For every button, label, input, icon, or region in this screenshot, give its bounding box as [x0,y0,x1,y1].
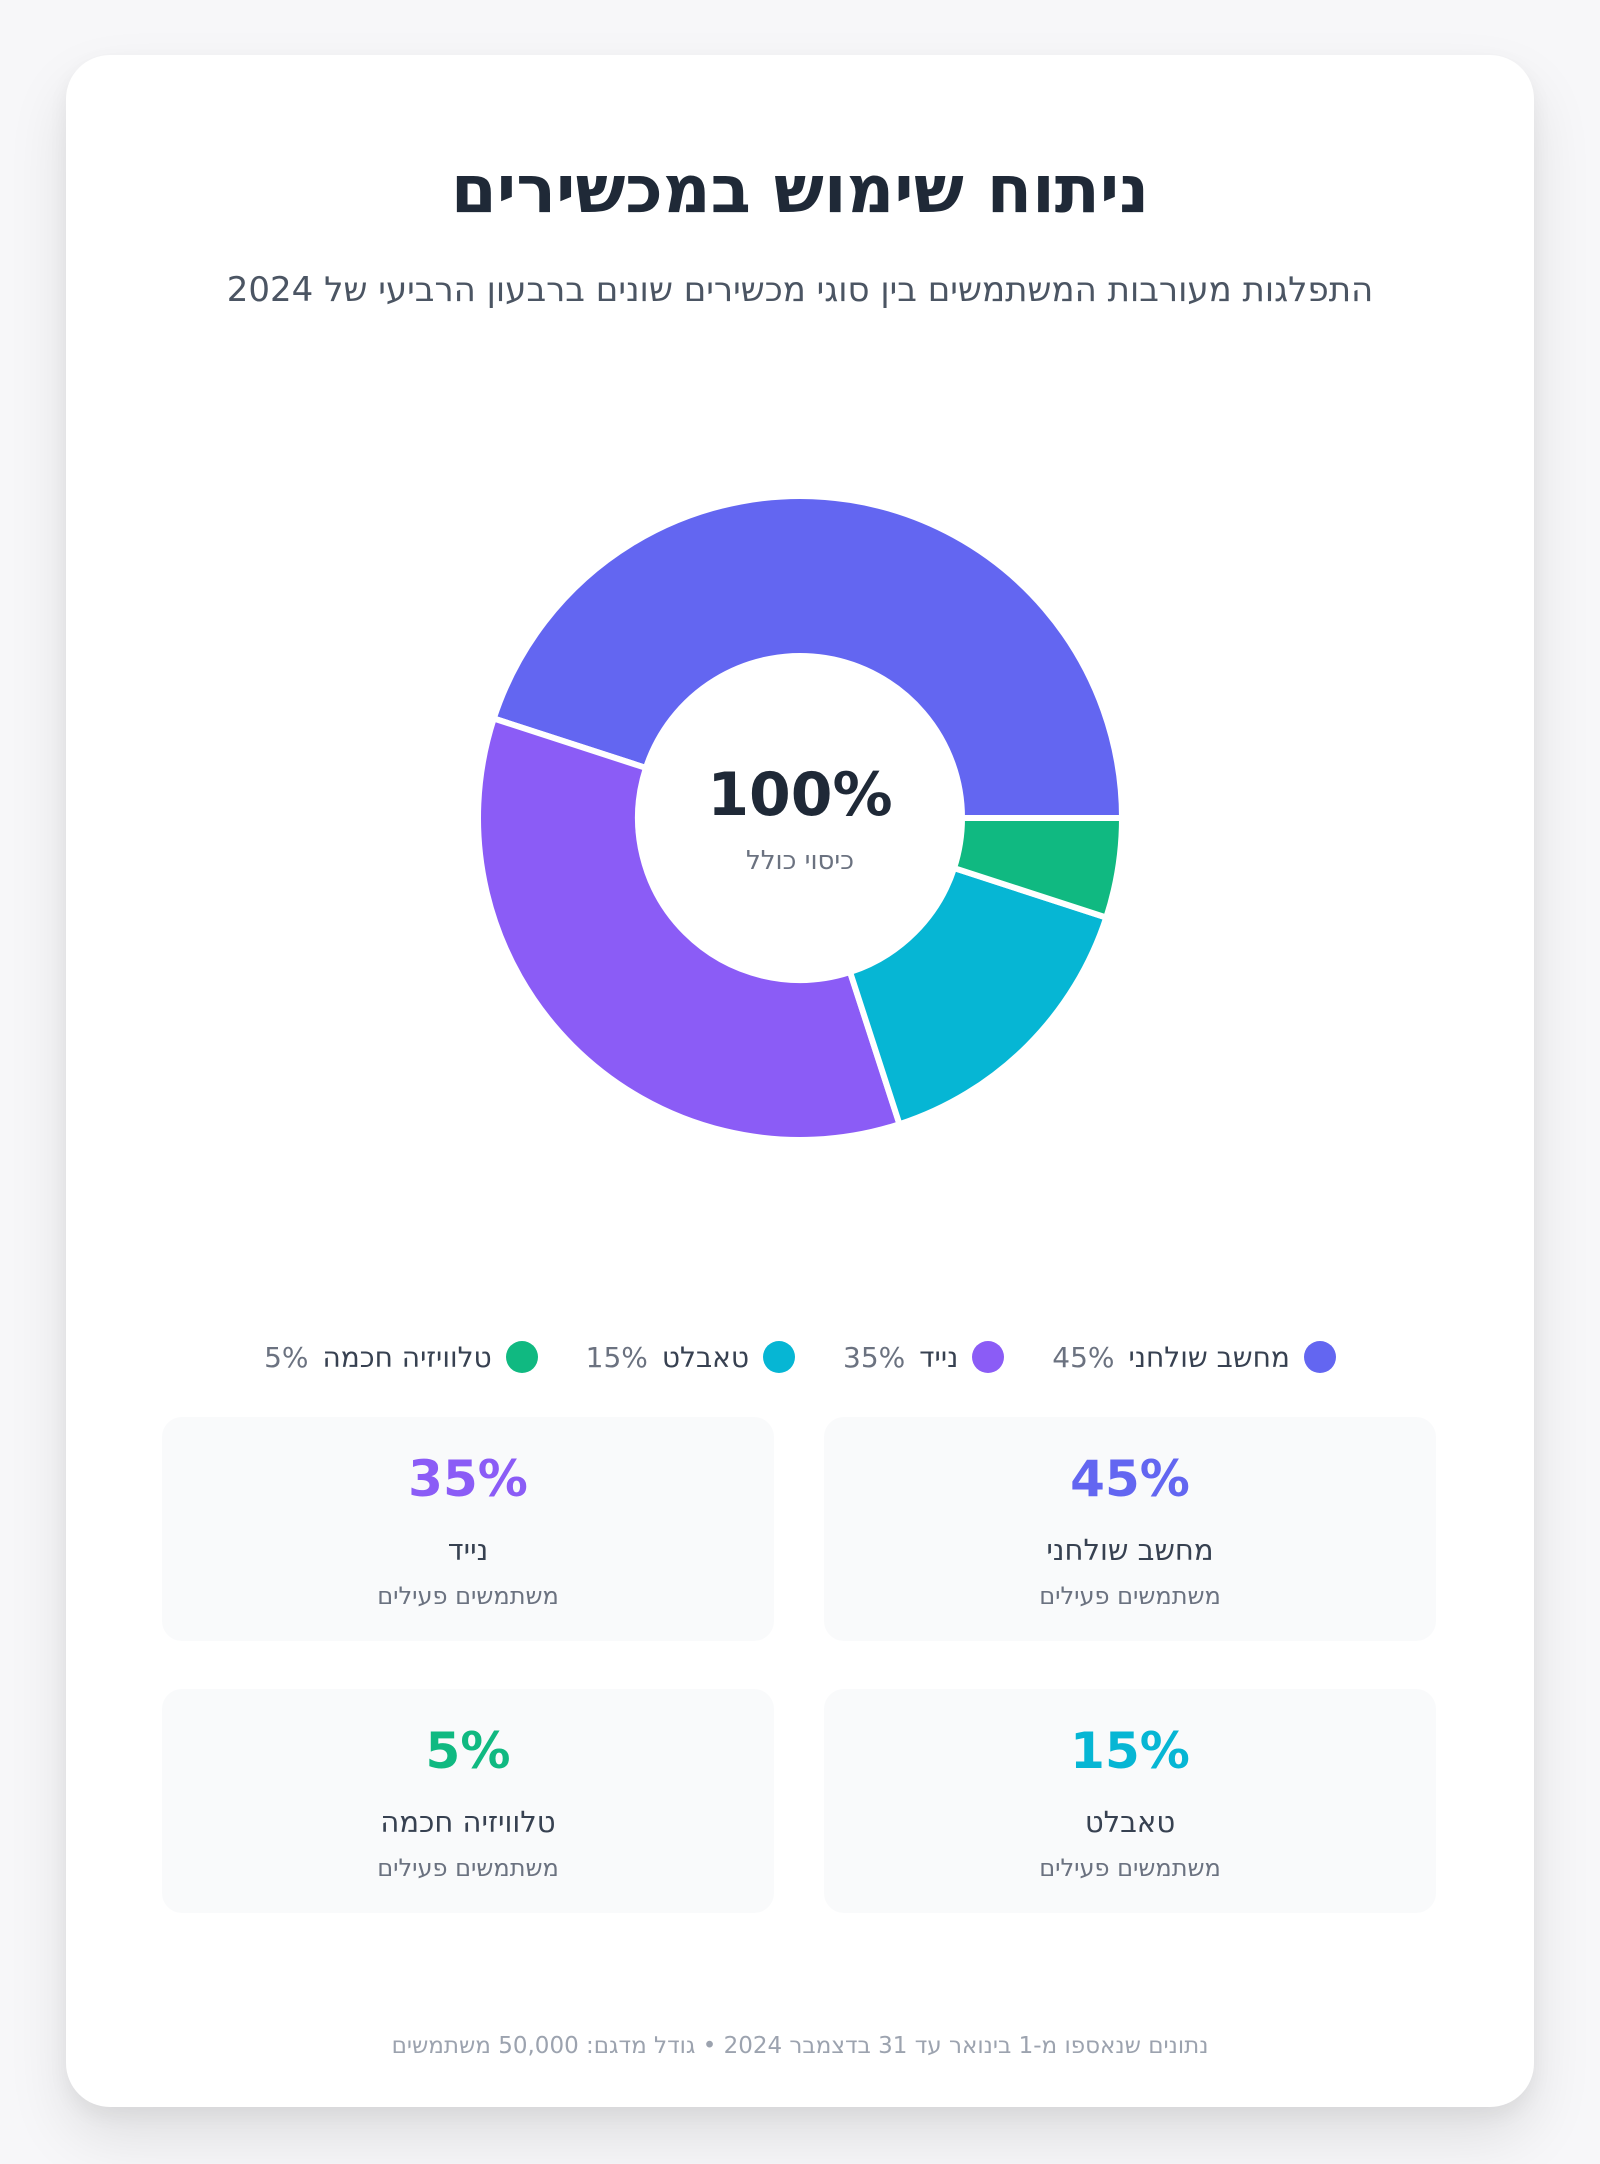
legend-item-desktop: מחשב שולחני 45% [1052,1341,1336,1374]
stat-value: 5% [425,1722,511,1780]
legend-item-smart-tv: טלוויזיה חכמה 5% [264,1341,538,1374]
legend-label: מחשב שולחני [1128,1340,1290,1374]
legend-swatch [505,1341,538,1373]
page-title: ניתוח שימוש במכשירים [450,151,1150,228]
stat-card-desktop: 45% מחשב שולחני משתמשים פעילים [824,1417,1436,1641]
stat-value: 45% [1070,1450,1190,1508]
donut-center-value: 100% [707,760,892,830]
stat-name: מחשב שולחני [1046,1533,1214,1567]
stat-description: משתמשים פעילים [1039,1854,1221,1882]
stat-description: משתמשים פעילים [1039,1582,1221,1610]
legend-value: 35% [843,1340,906,1374]
stat-name: טלוויזיה חכמה [380,1805,556,1839]
legend-value: 5% [264,1340,309,1374]
slice-mobile[interactable] [475,715,903,1143]
stat-card-smart-tv: 5% טלוויזיה חכמה משתמשים פעילים [162,1689,774,1913]
legend-value: 15% [585,1340,648,1374]
legend-swatch [972,1341,1005,1373]
donut-chart: 100% כיסוי כולל [475,493,1125,1143]
chart-legend: מחשב שולחני 45% נייד 35% טאבלט 15% טלווי… [66,1335,1534,1379]
legend-item-mobile: נייד 35% [843,1340,1005,1374]
stat-value: 35% [408,1450,528,1508]
legend-value: 45% [1052,1340,1115,1374]
slice-tablet[interactable] [847,865,1110,1128]
stat-card-tablet: 15% טאבלט משתמשים פעילים [824,1689,1436,1913]
slice-desktop[interactable] [490,493,1125,821]
stat-name: נייד [447,1533,489,1567]
legend-swatch [763,1341,796,1373]
stat-description: משתמשים פעילים [377,1582,559,1610]
stat-card-mobile: 35% נייד משתמשים פעילים [162,1417,774,1641]
page-subtitle: התפלגות מעורבות המשתמשים בין סוגי מכשירי… [226,270,1374,310]
stat-value: 15% [1070,1722,1190,1780]
legend-label: טלוויזיה חכמה [322,1340,492,1374]
stat-description: משתמשים פעילים [377,1854,559,1882]
donut-center-label: כיסוי כולל [746,846,854,876]
slice-smart-tv[interactable] [951,815,1125,921]
legend-label: נייד [919,1340,959,1374]
chart-card: ניתוח שימוש במכשירים התפלגות מעורבות המש… [66,55,1534,2107]
legend-label: טאבלט [661,1340,750,1374]
legend-swatch [1303,1341,1336,1373]
stat-name: טאבלט [1084,1805,1176,1839]
legend-item-tablet: טאבלט 15% [585,1340,796,1374]
footer-note: נתונים שנאספו מ-1 בינואר עד 31 בדצמבר 20… [391,2033,1209,2059]
donut-slices [475,493,1125,1143]
